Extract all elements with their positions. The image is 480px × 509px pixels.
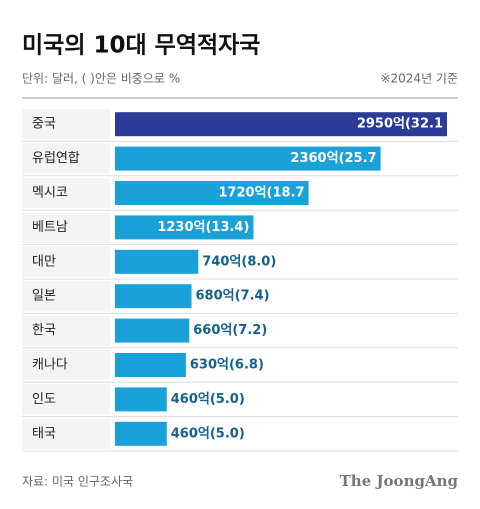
value-label: 680억(7.4) bbox=[196, 289, 270, 304]
category-label: 한국 bbox=[32, 323, 56, 338]
brand: The JoongAng bbox=[340, 472, 459, 490]
row-band bbox=[22, 281, 110, 312]
note: ※2024년 기준 bbox=[380, 72, 458, 86]
value-label: 660억(7.2) bbox=[193, 323, 267, 338]
bar bbox=[115, 318, 190, 343]
subtitle: 단위: 달러, ( )안은 비중으로 % bbox=[22, 72, 180, 86]
category-label: 캐나다 bbox=[32, 358, 68, 373]
row-band bbox=[22, 384, 110, 415]
bar bbox=[115, 181, 309, 205]
category-label: 멕시코 bbox=[32, 186, 68, 201]
bar bbox=[115, 284, 192, 309]
row-band bbox=[22, 349, 110, 381]
category-label: 태국 bbox=[32, 426, 56, 441]
row-band bbox=[22, 177, 110, 209]
bar bbox=[115, 353, 186, 377]
value-label: 460억(5.0) bbox=[171, 426, 245, 441]
value-label: 740억(8.0) bbox=[202, 254, 276, 269]
row-band bbox=[22, 212, 110, 243]
bar bbox=[115, 421, 167, 446]
category-label: 유럽연합 bbox=[32, 151, 80, 166]
row-band bbox=[22, 315, 110, 346]
category-label: 대만 bbox=[32, 254, 56, 269]
value-label: 2950억(32.1 bbox=[357, 117, 443, 132]
category-label: 일본 bbox=[32, 289, 56, 304]
category-label: 중국 bbox=[32, 117, 56, 132]
chart-title: 미국의 10대 무역적자국 bbox=[22, 33, 260, 59]
value-label: 2360억(25.7 bbox=[290, 151, 376, 166]
bar bbox=[115, 387, 167, 412]
row-band bbox=[22, 109, 110, 140]
value-label: 1720억(18.7 bbox=[218, 186, 304, 201]
bar bbox=[115, 215, 254, 240]
value-label: 630억(6.8) bbox=[190, 358, 264, 373]
row-band bbox=[22, 246, 110, 277]
value-label: 460억(5.0) bbox=[171, 392, 245, 407]
row-band bbox=[22, 143, 110, 174]
category-label: 인도 bbox=[32, 392, 56, 407]
bar bbox=[115, 146, 381, 171]
bar bbox=[115, 112, 447, 137]
row-band bbox=[22, 418, 110, 449]
value-label: 1230억(13.4) bbox=[157, 220, 249, 235]
bar bbox=[115, 249, 199, 274]
source: 자료: 미국 인구조사국 bbox=[22, 475, 133, 489]
category-label: 베트남 bbox=[32, 220, 68, 235]
